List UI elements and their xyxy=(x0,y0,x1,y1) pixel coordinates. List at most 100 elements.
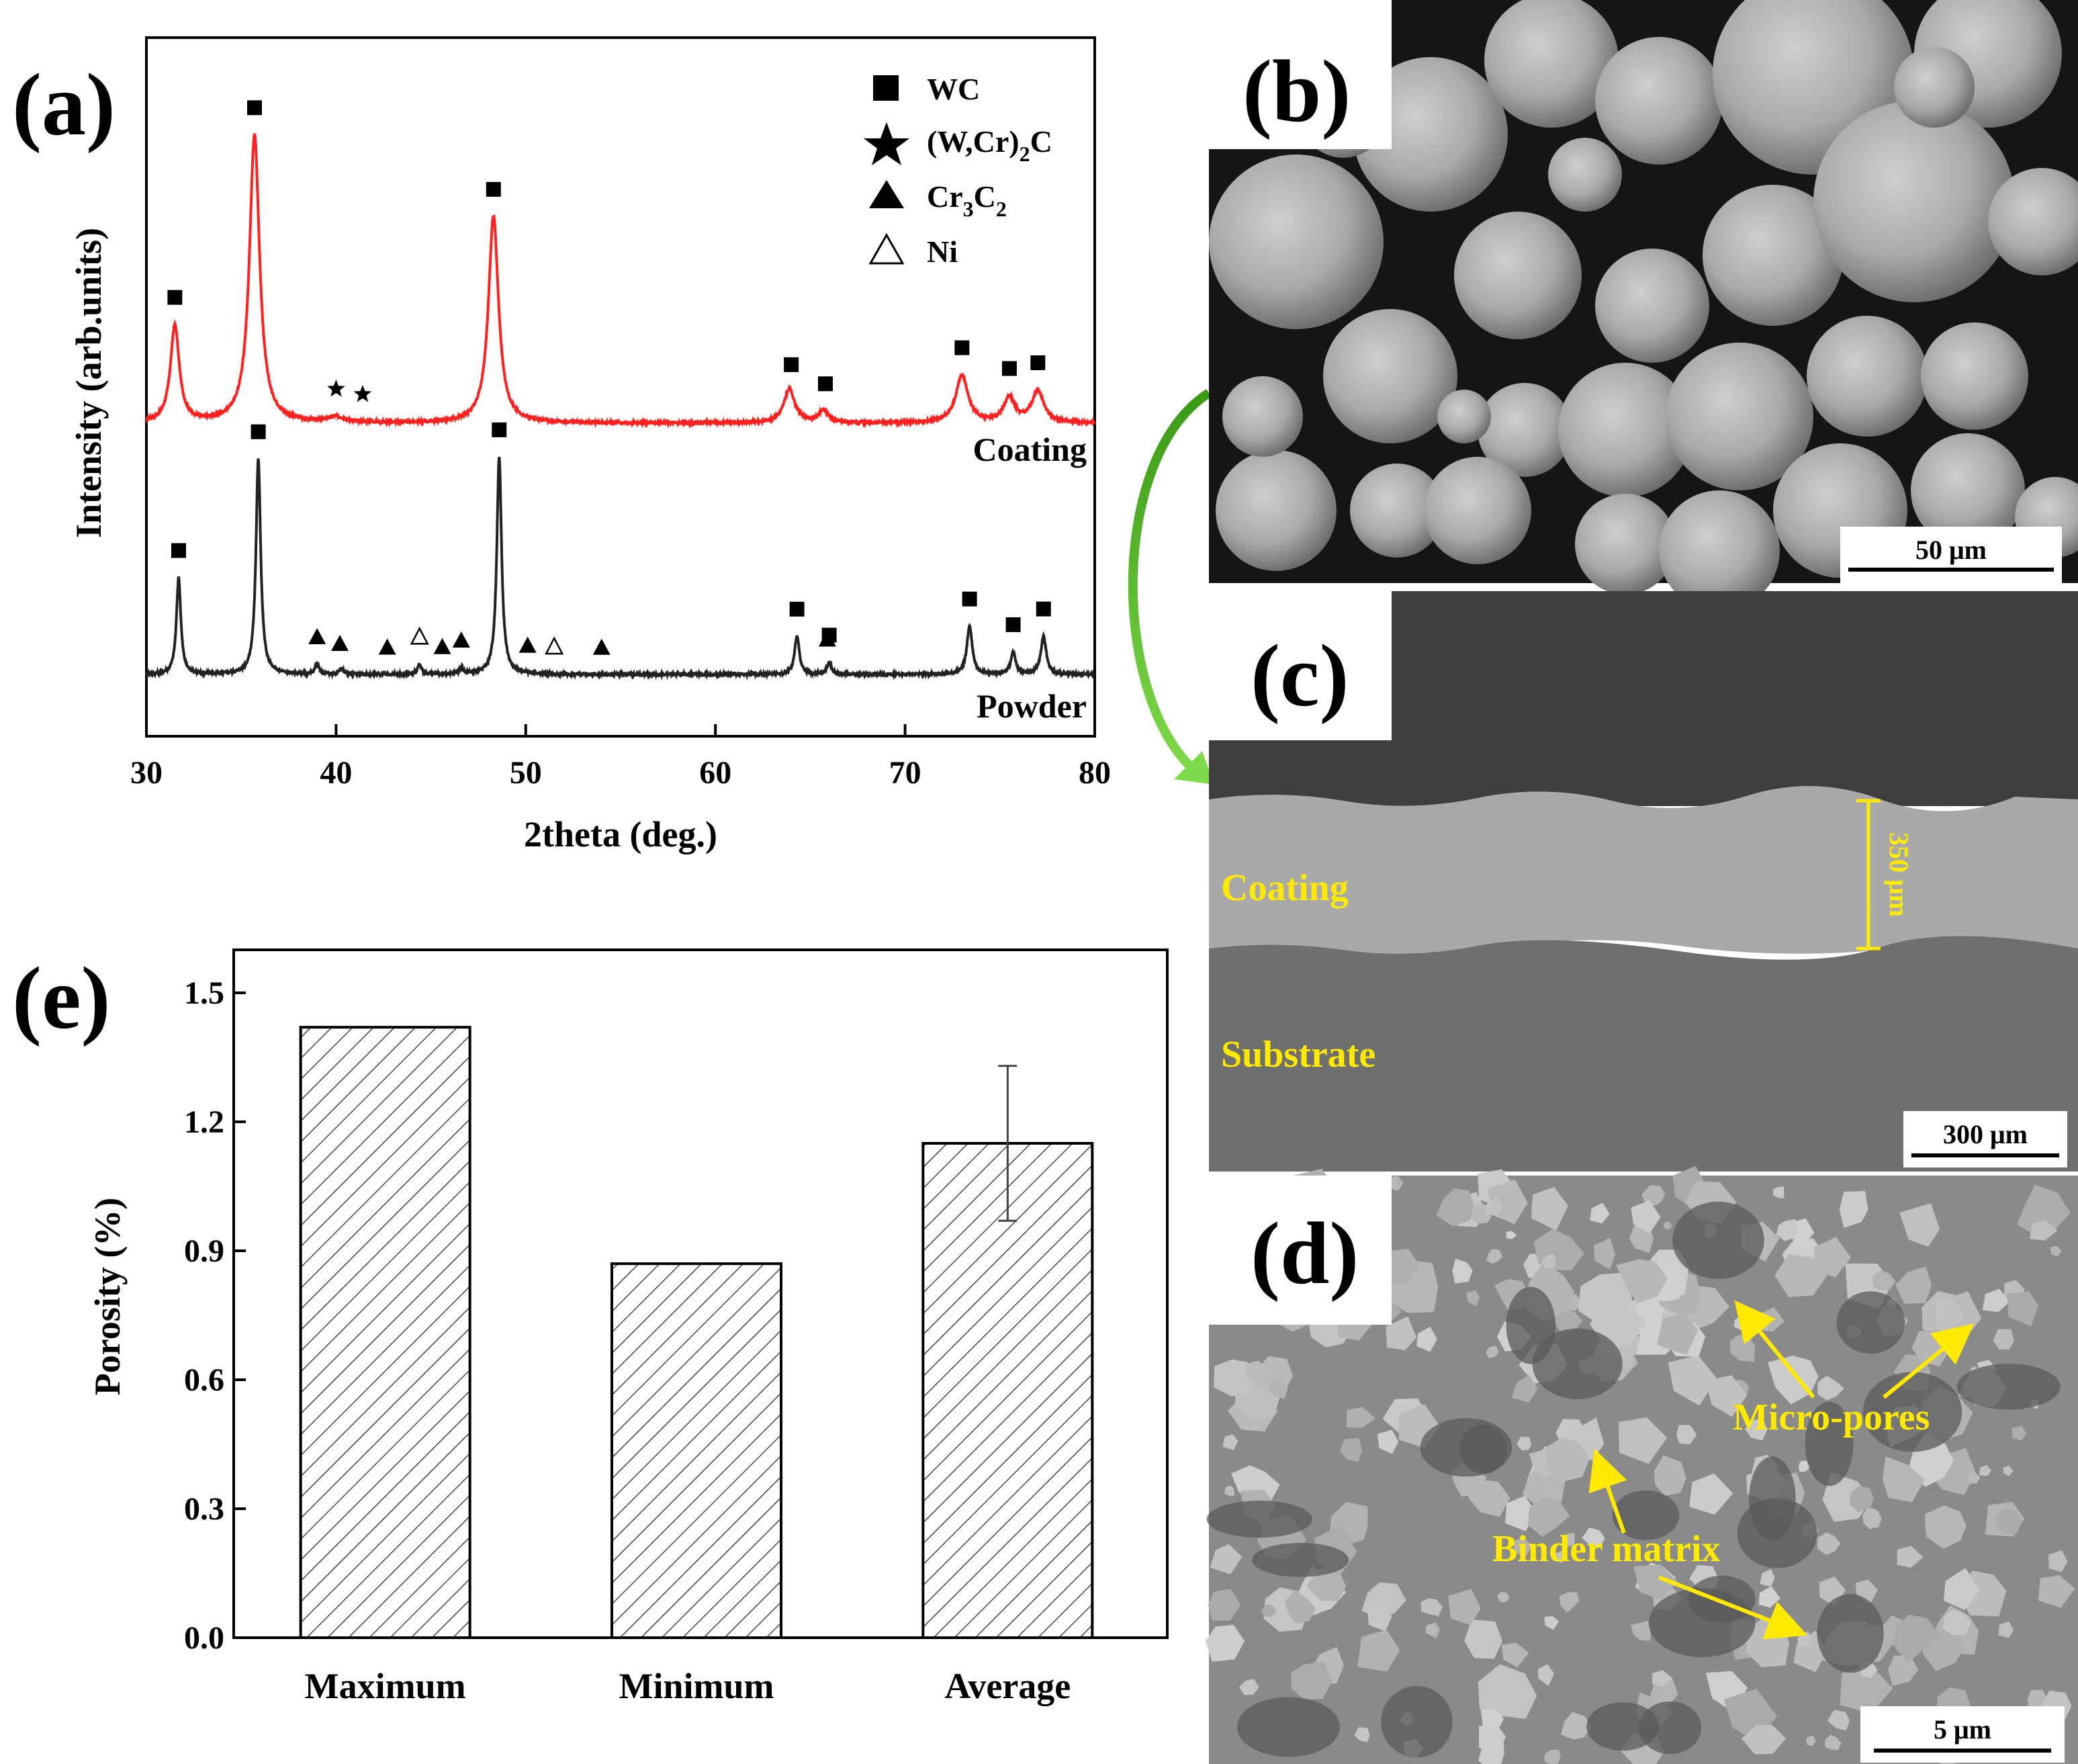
carbide-grain xyxy=(1925,1505,1967,1549)
carbide-grain xyxy=(1862,1507,1882,1530)
carbide-grain xyxy=(1468,1480,1510,1517)
carbide-grain xyxy=(1486,1249,1503,1264)
carbide-grain xyxy=(1346,1407,1375,1428)
carbide-grain xyxy=(1982,1288,2011,1313)
carbide-grain xyxy=(2017,1184,2071,1236)
carbide-grain xyxy=(2050,1245,2062,1257)
carbide-grain xyxy=(1541,1253,1557,1270)
porosity-y-tick-label: 0.3 xyxy=(184,1491,224,1527)
binder-region xyxy=(1672,1201,1764,1279)
xrd-x-tick-label: 40 xyxy=(320,755,352,791)
carbide-grain xyxy=(1967,1472,1981,1484)
powder-sphere xyxy=(1659,490,1780,611)
powder-trace-label: Powder xyxy=(977,687,1087,725)
carbide-grain xyxy=(1555,1550,1567,1563)
xrd-plot-frame xyxy=(145,36,1096,738)
porosity-y-tick-label: 0.0 xyxy=(184,1620,224,1656)
carbide-grain xyxy=(1993,1329,2015,1350)
panel-c-cross-section: (c) Coating Substrate 350 μm 300 μm xyxy=(1209,591,2078,1172)
micropores-arrow-right-icon xyxy=(1883,1323,1975,1399)
xrd-marker-filled-square xyxy=(246,100,262,116)
binder-region xyxy=(1817,1594,1884,1673)
xrd-x-tick-label: 60 xyxy=(699,755,731,791)
xrd-marker-star xyxy=(327,380,345,397)
carbide-grain xyxy=(1205,1624,1245,1662)
porosity-y-tick-label: 0.9 xyxy=(184,1233,224,1269)
porosity-category-labels: Maximum Minimum Average xyxy=(305,1666,1071,1706)
carbide-grain xyxy=(1210,1544,1243,1575)
xrd-x-tick-label: 80 xyxy=(1079,755,1111,791)
xrd-legend: WC (W,Cr)2C Cr3C2 Ni xyxy=(864,72,1052,269)
carbide-grain xyxy=(1619,1417,1668,1464)
panel-c-letter: (c) xyxy=(1251,626,1349,725)
carbide-grain xyxy=(1827,1710,1850,1730)
carbide-grain xyxy=(1559,1592,1580,1613)
carbide-grain xyxy=(1995,1509,2022,1536)
xrd-trace-powder xyxy=(145,457,1095,681)
carbide-grain xyxy=(1545,1437,1590,1483)
xrd-marker-filled-triangle xyxy=(452,631,470,648)
panel-b-sem-powder: (b) 50 μm xyxy=(1209,0,2078,611)
carbide-grain xyxy=(1501,1642,1529,1667)
xrd-marker-filled-square xyxy=(1036,601,1051,617)
powder-sphere xyxy=(1807,316,1928,437)
scale-bar-d-label: 5 μm xyxy=(1934,1714,1991,1745)
carbide-grain xyxy=(1872,1270,1896,1291)
carbide-grain xyxy=(1544,1616,1560,1630)
carbide-grain xyxy=(1452,1258,1473,1284)
xrd-marker-filled-square xyxy=(954,340,970,355)
legend-cr3c2-label: Cr3C2 xyxy=(927,179,1007,221)
carbide-grain xyxy=(1388,1176,1404,1192)
binder-region xyxy=(1956,1364,2061,1410)
carbide-grain xyxy=(1839,1190,1868,1228)
powder-sphere xyxy=(1988,168,2078,275)
carbide-grain xyxy=(1590,1202,1610,1224)
legend-wc-label: WC xyxy=(927,72,980,106)
porosity-bar-maximum xyxy=(299,1026,471,1639)
carbide-grain xyxy=(1261,1604,1277,1617)
xrd-trace-coating xyxy=(145,133,1096,429)
carbide-grain xyxy=(1883,1456,1925,1503)
substrate-region-label: Substrate xyxy=(1221,1034,1375,1075)
panel-b-letter: (b) xyxy=(1243,42,1351,140)
powder-sphere xyxy=(1813,101,2015,302)
carbide-grain xyxy=(1590,1298,1646,1347)
xrd-marker-filled-square xyxy=(784,357,799,372)
binder-region xyxy=(1252,1542,1349,1577)
powder-sphere xyxy=(1437,390,1491,443)
legend-square-icon xyxy=(873,75,899,101)
xrd-marker-star xyxy=(353,385,372,402)
binder-region xyxy=(1532,1328,1623,1400)
xrd-x-tick-label: 30 xyxy=(130,755,163,791)
xrd-marker-filled-square xyxy=(492,422,507,437)
panel-d-letter-box xyxy=(1209,1176,1392,1325)
powder-sphere xyxy=(1478,383,1572,477)
carbide-grain xyxy=(1760,1569,1775,1587)
panel-b-letter-box xyxy=(1209,0,1392,149)
xrd-marker-filled-triangle xyxy=(433,637,451,654)
carbide-grain xyxy=(1561,1712,1592,1740)
powder-sphere xyxy=(1424,457,1531,564)
powder-sphere xyxy=(1595,37,1723,165)
powder-sphere xyxy=(1209,155,1384,329)
carbide-grain xyxy=(1657,1313,1699,1356)
carbide-grain xyxy=(1998,1621,2014,1638)
porosity-y-ticks: 0.0 0.3 0.6 0.9 1.2 1.5 xyxy=(184,975,246,1656)
carbide-grain xyxy=(1817,1532,1841,1555)
carbide-grain xyxy=(1420,1598,1443,1617)
carbide-grain xyxy=(1377,1429,1399,1454)
carbide-grain xyxy=(1742,1724,1787,1755)
xrd-peak-markers xyxy=(167,100,1051,655)
carbide-grain xyxy=(1899,1203,1940,1247)
scale-bar-d-box xyxy=(1860,1706,2065,1763)
xrd-x-tick-label: 70 xyxy=(889,755,921,791)
carbide-grain xyxy=(1497,1591,1510,1603)
green-curved-arrow-icon xyxy=(1128,389,1212,775)
panel-c-letter-box xyxy=(1209,591,1392,740)
carbide-grain xyxy=(1630,1620,1651,1641)
panel-a-xrd-chart: (a) 30 40 50 60 70 80 2theta (deg.) Intensity… xyxy=(12,36,1111,854)
green-arrowhead-icon xyxy=(1174,751,1214,785)
porosity-y-tick-label: 1.2 xyxy=(184,1104,224,1140)
carbide-grain xyxy=(1245,1360,1266,1385)
